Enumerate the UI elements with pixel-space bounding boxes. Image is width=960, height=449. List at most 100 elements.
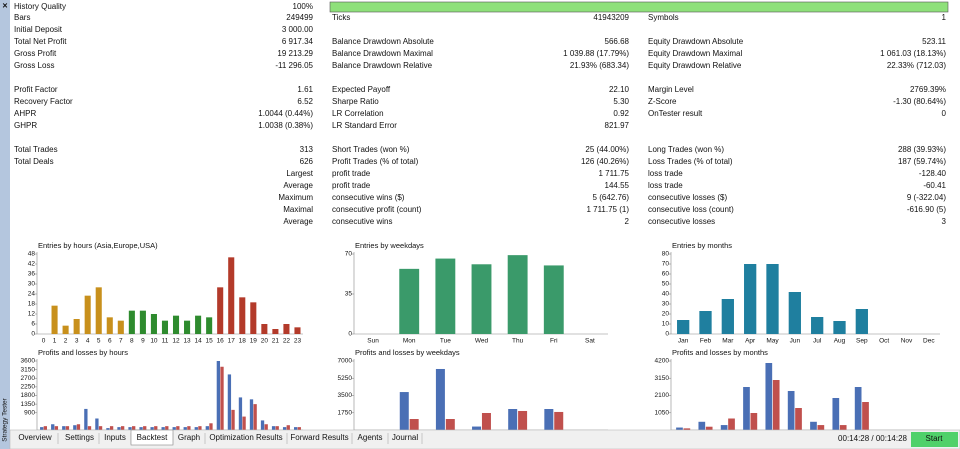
bar [239,297,246,334]
x-tick-label: 7 [119,338,123,345]
y-tick-label: 70 [662,261,670,268]
y-tick-label: 12 [28,311,36,318]
bar [260,420,265,430]
x-tick-label: 20 [261,338,269,345]
x-tick-label: Oct [879,338,889,345]
stat-label: Gross Loss [14,61,54,70]
bar [683,428,691,430]
tab[interactable]: Graph [178,433,200,442]
tab[interactable]: Optimization Results [209,433,282,442]
bar [399,268,420,334]
stat-label: Margin Level [648,85,694,94]
tab[interactable]: Agents [358,433,383,442]
y-tick-label: 30 [28,281,36,288]
bar [231,409,235,430]
stat-value: Average [283,181,313,190]
x-tick-label: 0 [42,338,46,345]
bar [795,408,802,430]
stat-value: 9 (-322.04) [907,193,946,202]
x-tick-label: Mar [722,338,734,345]
bar [106,317,113,334]
stat-value: Maximum [278,193,313,202]
bar [705,426,713,430]
bar [216,361,221,430]
stat-value: 3 000.00 [282,25,314,34]
y-tick-label: 0 [348,331,352,338]
stat-label: loss trade [648,181,683,190]
stat-label: Initial Deposit [14,25,63,34]
x-tick-label: 16 [217,338,225,345]
bar [787,390,795,430]
bar [194,427,198,430]
bar [294,427,298,430]
y-tick-label: 3150 [655,375,670,382]
tab[interactable]: Journal [392,433,418,442]
stat-label: Total Trades [14,145,58,154]
bar [62,426,66,430]
bar [481,412,491,430]
start-label[interactable]: Start [926,434,944,443]
stat-value: 0 [942,109,947,118]
x-tick-label: 23 [294,338,302,345]
tab[interactable]: Overview [18,433,52,442]
bar [106,428,110,430]
x-tick-label: 12 [172,338,180,345]
bar [206,317,213,334]
stat-value: 1.0044 (0.44%) [258,109,313,118]
bar [65,426,70,430]
x-tick-label: Feb [700,338,712,345]
y-tick-label: 1750 [338,409,353,416]
bar [73,425,77,430]
x-tick-label: 19 [250,338,258,345]
y-tick-label: 5250 [338,375,353,382]
x-tick-label: 15 [206,338,214,345]
bar [43,426,47,430]
chart-title: Entries by hours (Asia,Europe,USA) [38,241,158,250]
chart-title: Profits and losses by months [672,348,768,357]
bar [128,427,132,430]
stat-value: -616.90 (5) [907,205,946,214]
bar [399,392,409,430]
bar [109,426,114,430]
bar [165,426,169,430]
start-button[interactable] [911,432,958,447]
bar [435,258,456,334]
bar [839,425,847,430]
y-tick-label: 36 [28,271,36,278]
stat-label: Expected Payoff [332,85,391,94]
bar [198,426,202,430]
stat-label: consecutive losses [648,217,715,226]
tab[interactable]: Forward Results [290,433,348,442]
tab[interactable]: Inputs [104,433,126,442]
stat-label: consecutive losses ($) [648,193,727,202]
close-button[interactable]: × [2,0,7,10]
bar [854,387,862,430]
bar [84,295,91,334]
bar [128,310,135,334]
bar [518,410,528,430]
stat-label: profit trade [332,181,371,190]
tab[interactable]: Settings [65,433,94,442]
bar [253,404,257,430]
bar [698,421,706,430]
tab-bar [9,429,960,449]
bar [743,387,750,430]
bar [772,380,780,430]
bar [172,315,180,334]
y-tick-label: 35 [345,291,353,298]
stat-value: Maximal [283,205,313,214]
bar [51,424,55,430]
stat-value: 626 [300,157,314,166]
bar [120,426,125,430]
x-tick-label: 4 [86,338,90,345]
stat-value: 313 [300,145,314,154]
bar [744,264,757,334]
bar [132,426,136,430]
tab[interactable]: Backtest [137,433,168,442]
bar [117,320,124,334]
y-tick-label: 1800 [21,392,36,399]
stat-value: 3 [942,217,947,226]
bar [40,427,44,430]
stat-label: Recovery Factor [14,97,73,106]
